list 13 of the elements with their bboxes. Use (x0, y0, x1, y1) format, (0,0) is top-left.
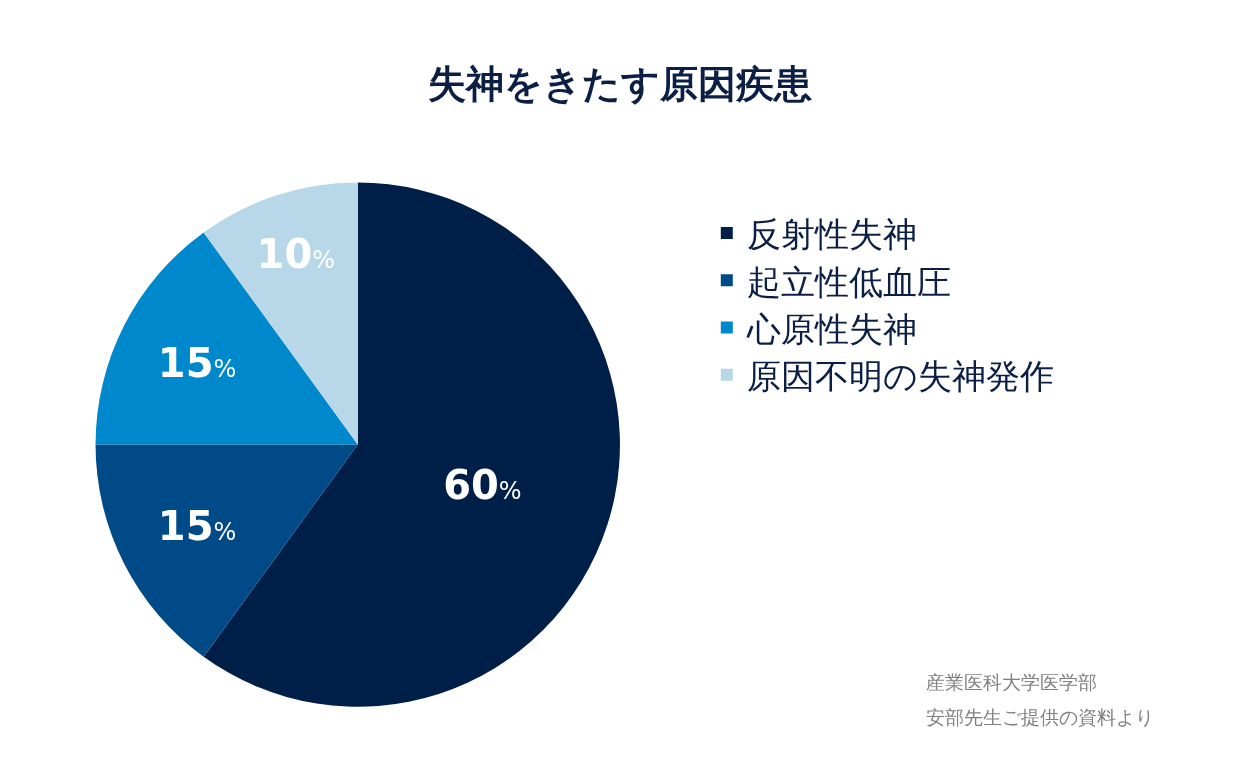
data-label: 60% (443, 462, 522, 509)
text: 安部先生ご提供の資料より (926, 706, 1154, 728)
text: 産業医科大学医学部 (926, 671, 1097, 693)
chart-title: 失神をきたす原因疾患 (428, 61, 812, 106)
data-label: 15% (157, 339, 237, 386)
legend-label: 反射性失神 (746, 214, 917, 255)
legend-label: 原因不明の失神発作 (746, 355, 1054, 396)
legend-label: 心原性失神 (745, 308, 917, 349)
data-label: 15% (157, 503, 237, 550)
pie-slice (95, 444, 358, 657)
pie-slice (95, 232, 358, 445)
data-label: 10% (256, 231, 336, 278)
legend-label: 起立性低血圧 (746, 261, 951, 302)
